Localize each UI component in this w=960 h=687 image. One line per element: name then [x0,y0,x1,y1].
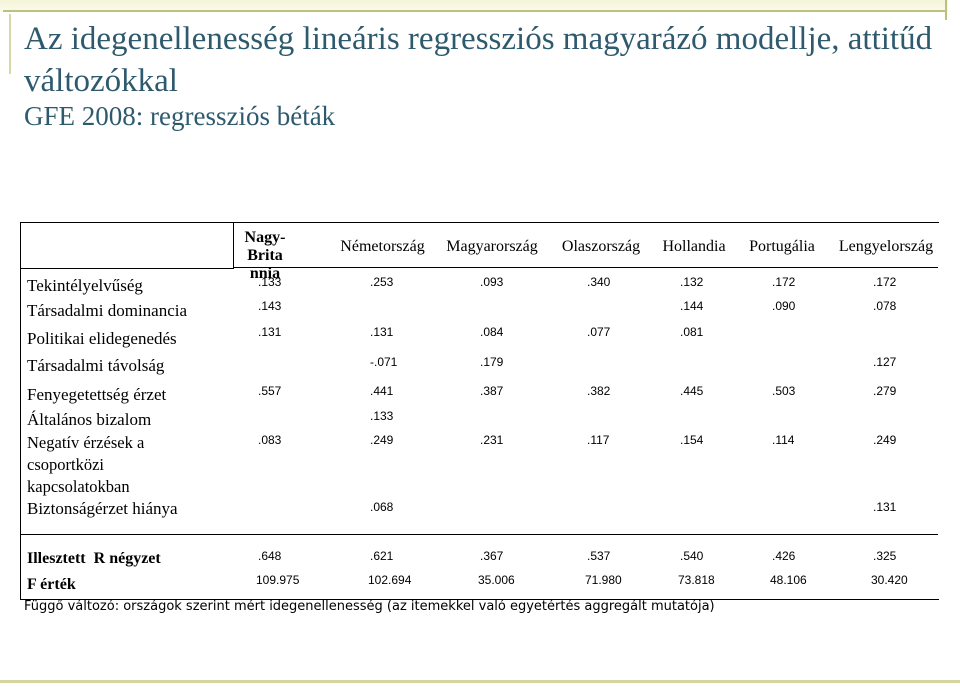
table-cell: .426 [772,549,796,563]
table-cell: .179 [480,355,504,369]
row-label: Biztonságérzet hiánya [27,499,178,518]
table-cell: .648 [258,549,282,563]
footnote: Függő változó: országok szerint mért ide… [24,599,715,614]
row-label: Negatív érzések a csoportközi kapcsolato… [27,433,145,496]
left-accent [9,14,11,74]
bottom-rule [0,680,960,683]
table-cell: .325 [873,549,897,563]
table-cell: .231 [480,433,504,447]
table-cell: .621 [370,549,394,563]
table-cell: 102.694 [368,573,412,587]
table-corner-cell [20,222,234,269]
column-header: Lengyelország [838,238,934,255]
table-cell: 109.975 [256,573,300,587]
table-cell: .249 [873,433,897,447]
table-cell: .340 [587,275,611,289]
table-cell: .078 [873,299,897,313]
table-cell: .540 [680,549,704,563]
top-rule [3,10,947,12]
table-cell: 30.420 [871,573,908,587]
table-cell: .253 [370,275,394,289]
table-cell: .367 [480,549,504,563]
row-label: Társadalmi dominancia [27,301,188,320]
table-cell: 35.006 [478,573,515,587]
table-cell: .382 [587,384,611,398]
table-cell: .127 [873,355,897,369]
row-label: Politikai elidegenedés [27,329,177,348]
right-accent [945,0,947,20]
table-cell: .117 [587,433,610,447]
table-cell: 71.980 [585,573,622,587]
table-cell: .114 [772,433,795,447]
table-cell: .093 [480,275,504,289]
column-header: Portugália [749,238,815,255]
table-cell: .084 [480,325,504,339]
table-cell: .249 [370,433,394,447]
table-cell: .503 [772,384,796,398]
table-cell: .387 [480,384,504,398]
table-cell: .081 [680,325,704,339]
summary-label: Illesztett R négyzet [27,550,161,567]
table-frame [20,222,939,600]
table-cell: .537 [587,549,611,563]
table-cell: .133 [258,275,282,289]
row-label: Társadalmi távolság [27,356,165,375]
column-header: Németország [340,238,425,255]
top-decoration [0,0,948,12]
table-cell: .131 [370,325,394,339]
slide-title: Az idegenellenesség lineáris regressziós… [24,21,933,99]
table-cell: .068 [370,500,394,514]
column-header: Magyarország [446,238,538,255]
table-cell: .143 [258,299,282,313]
table-cell: .132 [680,275,704,289]
summary-separator [20,534,938,535]
table-cell: .445 [680,384,704,398]
slide-subtitle: GFE 2008: regressziós béták [24,101,336,131]
row-label: Általános bizalom [27,410,152,429]
table-cell: 73.818 [678,573,715,587]
table-cell: -.071 [370,355,398,369]
column-header: Nagy-Britannia [244,229,286,282]
table-cell: .154 [680,433,704,447]
table-cell: .441 [370,384,394,398]
table-cell: .172 [873,275,897,289]
header-rule [233,267,938,268]
table-cell: .090 [772,299,796,313]
table-cell: .077 [587,325,611,339]
table-cell: .131 [873,500,897,514]
summary-label: F érték [27,576,76,593]
table-cell: .557 [258,384,282,398]
column-header: Hollandia [662,238,726,255]
row-label: Tekintélyelvűség [27,276,143,295]
table-cell: .172 [772,275,796,289]
row-label: Fenyegetettség érzet [27,385,167,404]
table-cell: .131 [258,325,282,339]
table-cell: .083 [258,433,282,447]
table-cell: .144 [680,299,704,313]
table-cell: .133 [370,409,394,423]
table-cell: .279 [873,384,897,398]
column-header: Olaszország [561,238,641,255]
table-cell: 48.106 [770,573,807,587]
